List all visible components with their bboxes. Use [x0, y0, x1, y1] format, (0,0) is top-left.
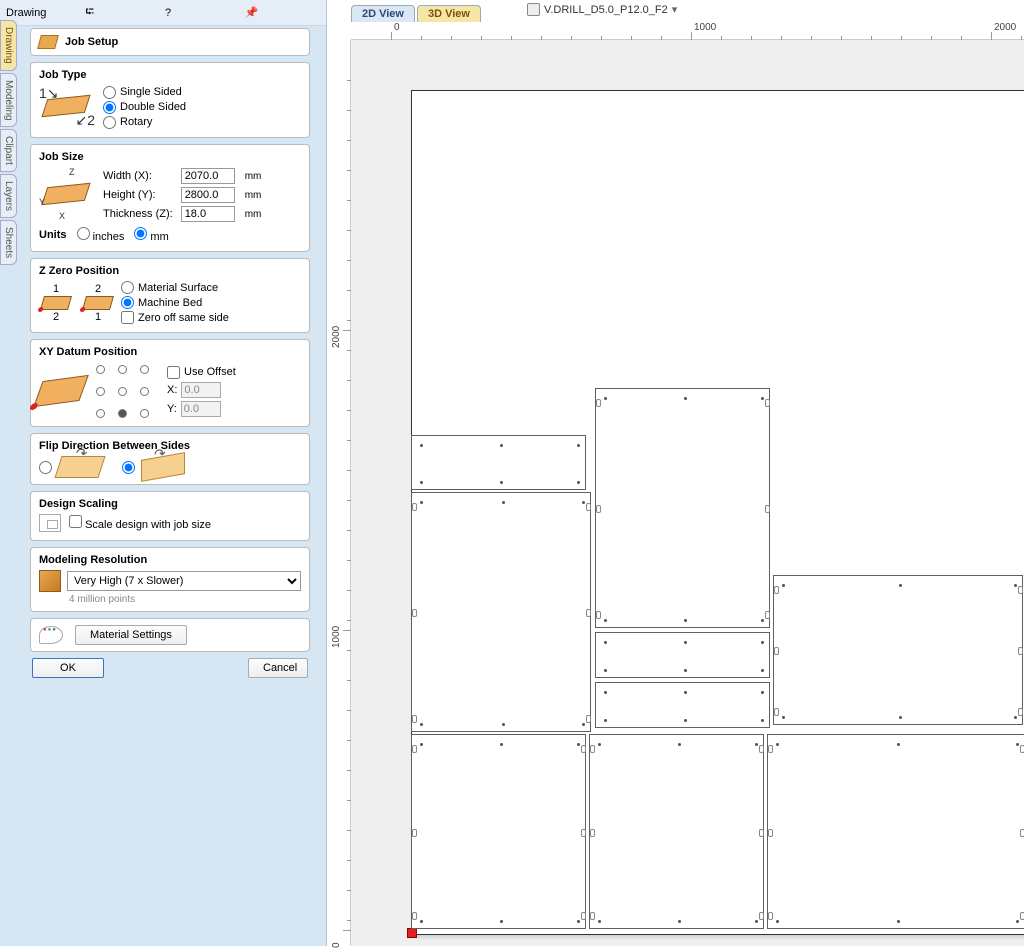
thickness-label: Thickness (Z): [103, 208, 173, 220]
height-input[interactable] [181, 187, 235, 203]
drawing-panel: Drawing ⮓ ? 📌 Drawing Modeling Clipart L… [0, 0, 327, 946]
side-tab-layers[interactable]: Layers [0, 174, 17, 218]
width-unit: mm [245, 171, 262, 182]
ruler-vertical: 010002000 [327, 40, 351, 946]
panel-body: Job Setup Job Type 1↘ ↙2 Single Sided Do… [20, 20, 320, 686]
ruler-horizontal: 010002000 [351, 22, 1024, 40]
scaling-section: Design Scaling Scale design with job siz… [30, 491, 310, 541]
view-tabs: 2D View 3D View [351, 0, 481, 22]
units-label: Units [39, 229, 67, 241]
check-scale-design[interactable]: Scale design with job size [69, 515, 211, 531]
dropdown-icon[interactable]: ▾ [672, 3, 678, 16]
z-zero-section: Z Zero Position 12 21 Material Surface M… [30, 258, 310, 333]
scaling-title: Design Scaling [39, 498, 301, 510]
nested-part[interactable] [411, 492, 591, 732]
material-section: Material Settings [30, 618, 310, 652]
z-zero-icons: 12 21 [39, 283, 115, 323]
nested-part[interactable] [595, 388, 770, 628]
nested-part[interactable] [773, 575, 1023, 725]
offset-x-label: X: [167, 384, 177, 396]
ok-button[interactable]: OK [32, 658, 104, 678]
height-unit: mm [245, 190, 262, 201]
side-tab-modeling[interactable]: Modeling [0, 73, 17, 128]
side-tab-drawing[interactable]: Drawing [0, 20, 17, 71]
pin2-icon[interactable]: 📌 [245, 6, 321, 19]
job-setup-label: Job Setup [65, 36, 118, 48]
height-label: Height (Y): [103, 189, 173, 201]
offset-y-label: Y: [167, 403, 177, 415]
file-name: V.DRILL_D5.0_P12.0_F2 [544, 4, 668, 16]
side-tab-clipart[interactable]: Clipart [0, 129, 17, 172]
xy-datum-icon [33, 375, 89, 407]
job-setup-section: Job Setup [30, 28, 310, 56]
cancel-button[interactable]: Cancel [248, 658, 308, 678]
radio-material-surface[interactable]: Material Surface [121, 281, 229, 294]
help-icon[interactable]: ? [165, 7, 241, 19]
radio-double-sided[interactable]: Double Sided [103, 101, 186, 114]
resolution-section: Modeling Resolution Very High (7 x Slowe… [30, 547, 310, 612]
tab-2d-view[interactable]: 2D View [351, 5, 415, 22]
material-settings-button[interactable]: Material Settings [75, 625, 187, 645]
radio-rotary[interactable]: Rotary [103, 116, 186, 129]
file-label[interactable]: V.DRILL_D5.0_P12.0_F2 ▾ [527, 3, 677, 16]
nested-part[interactable] [595, 632, 770, 678]
nested-part[interactable] [595, 682, 770, 728]
resolution-icon [39, 570, 61, 592]
origin-marker [407, 928, 417, 938]
check-use-offset[interactable]: Use Offset [167, 366, 236, 379]
nested-part[interactable] [411, 435, 586, 490]
job-size-section: Job Size Z Y X Width (X): mm Height (Y): [30, 144, 310, 252]
palette-icon [39, 626, 63, 644]
width-label: Width (X): [103, 170, 173, 182]
xy-datum-title: XY Datum Position [39, 346, 301, 358]
canvas-2d[interactable] [351, 40, 1024, 946]
radio-mm[interactable]: mm [134, 227, 168, 243]
job-size-icon: Z Y X [39, 167, 95, 223]
flip-option-horizontal[interactable] [39, 456, 102, 478]
offset-x-input [181, 382, 221, 398]
resolution-title: Modeling Resolution [39, 554, 301, 566]
job-size-title: Job Size [39, 151, 301, 163]
job-type-title: Job Type [39, 69, 301, 81]
radio-single-sided[interactable]: Single Sided [103, 86, 186, 99]
side-tabs: Drawing Modeling Clipart Layers Sheets [0, 20, 20, 267]
panel-title-text: Drawing [6, 7, 82, 19]
radio-inches[interactable]: inches [77, 227, 125, 243]
job-type-icon: 1↘ ↙2 [39, 85, 95, 129]
flip-option-vertical[interactable] [122, 456, 185, 478]
width-input[interactable] [181, 168, 235, 184]
radio-machine-bed[interactable]: Machine Bed [121, 296, 229, 309]
thickness-input[interactable] [181, 206, 235, 222]
nested-part[interactable] [767, 734, 1024, 929]
flip-section: Flip Direction Between Sides [30, 433, 310, 485]
nested-part[interactable] [411, 734, 586, 929]
scale-icon [39, 514, 61, 532]
z-zero-title: Z Zero Position [39, 265, 301, 277]
resolution-select[interactable]: Very High (7 x Slower) [67, 571, 301, 591]
file-icon [527, 3, 540, 16]
job-setup-icon [37, 35, 59, 49]
offset-y-input [181, 401, 221, 417]
nested-part[interactable] [589, 734, 764, 929]
datum-grid[interactable] [93, 362, 151, 420]
side-tab-sheets[interactable]: Sheets [0, 220, 17, 265]
canvas-area: 2D View 3D View V.DRILL_D5.0_P12.0_F2 ▾ … [327, 0, 1024, 946]
xy-datum-section: XY Datum Position Use Offset X: Y: [30, 339, 310, 427]
job-type-section: Job Type 1↘ ↙2 Single Sided Double Sided… [30, 62, 310, 138]
tab-3d-view[interactable]: 3D View [417, 5, 481, 22]
thickness-unit: mm [245, 209, 262, 220]
check-zero-same-side[interactable]: Zero off same side [121, 311, 229, 324]
resolution-subtext: 4 million points [69, 594, 301, 605]
